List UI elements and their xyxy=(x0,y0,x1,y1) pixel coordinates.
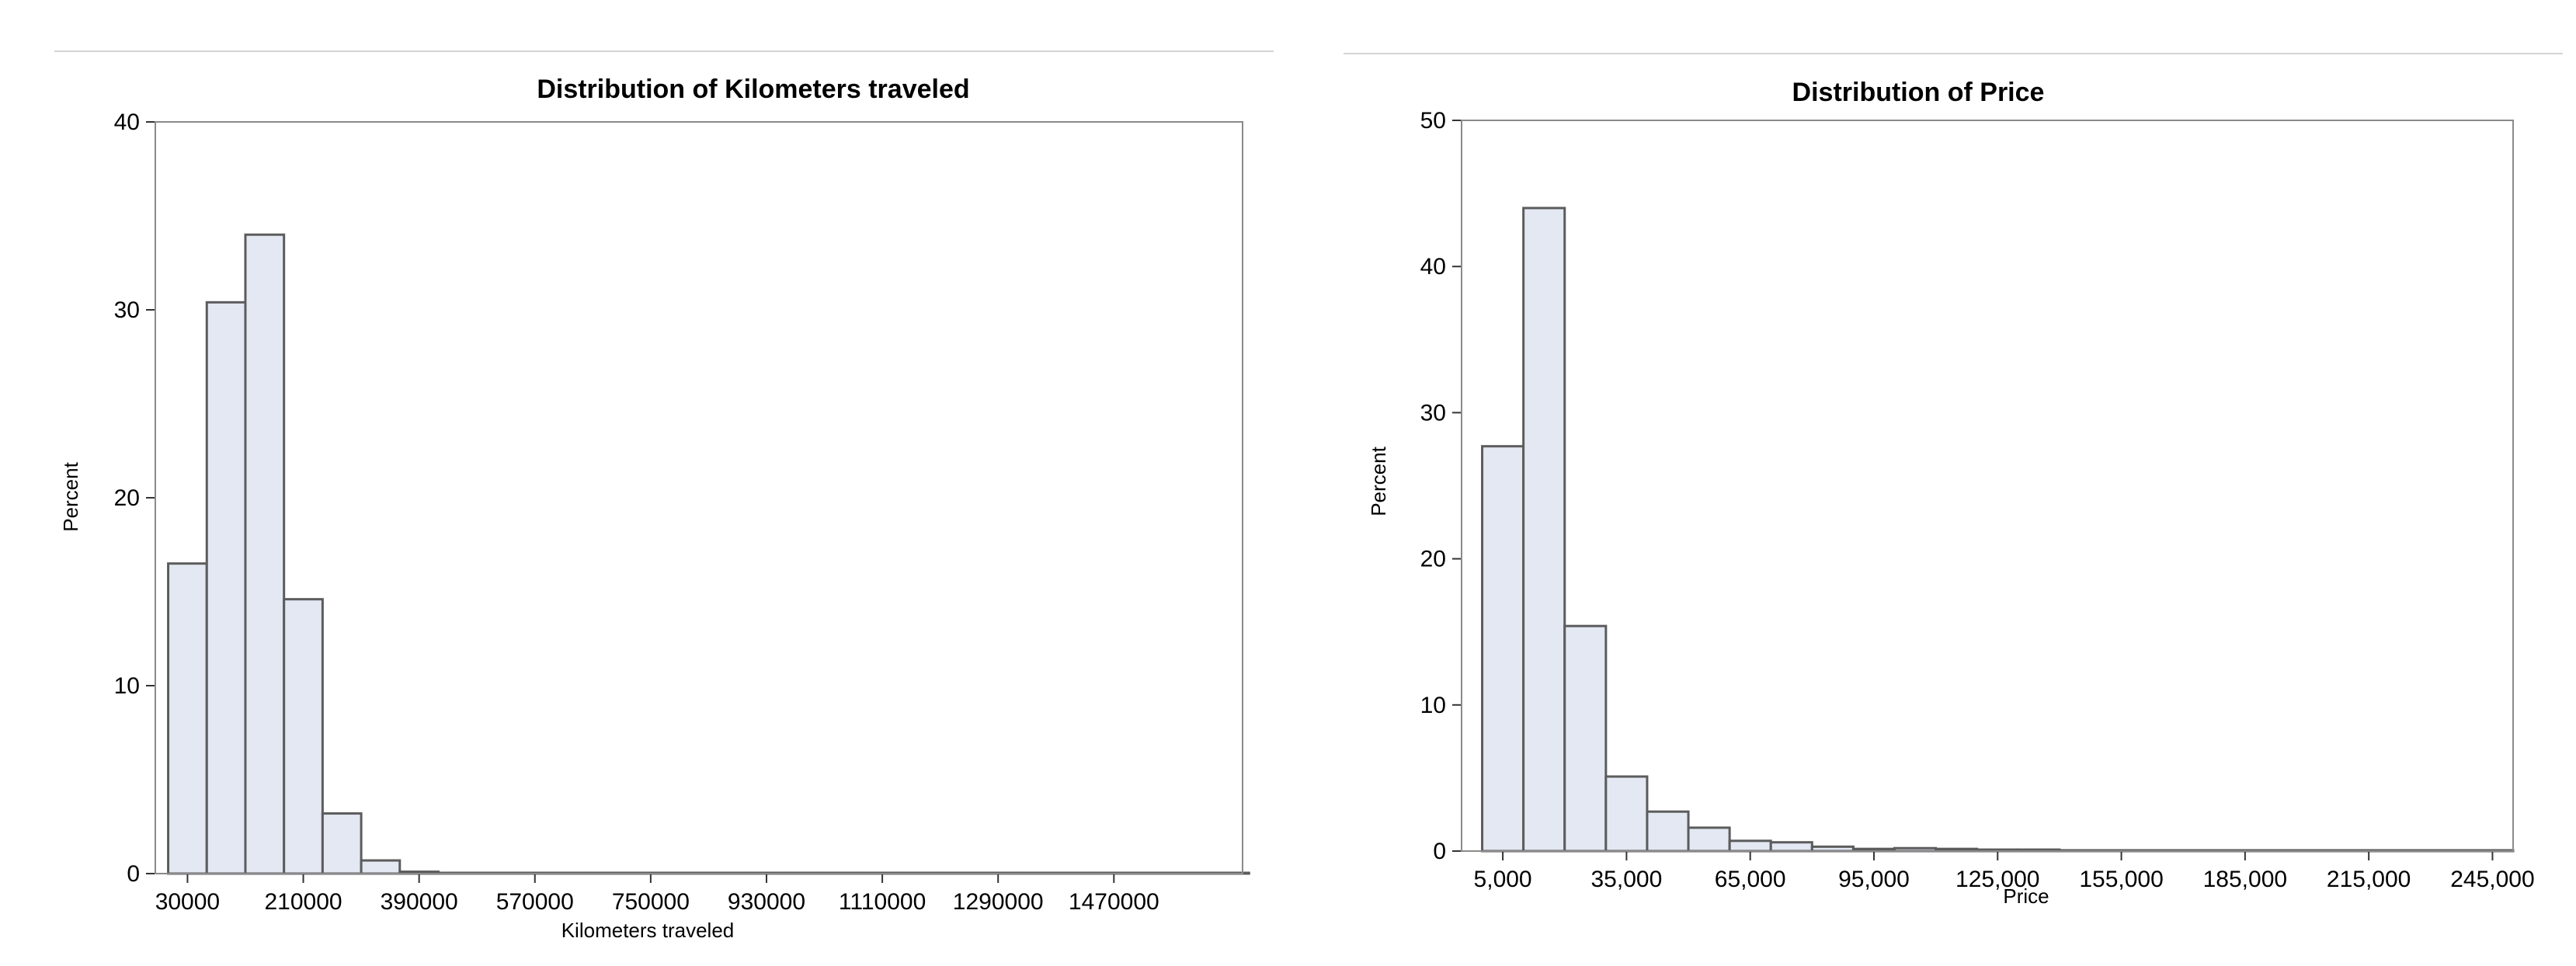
bars xyxy=(167,233,1250,875)
histogram-bar xyxy=(167,562,208,875)
y-axis: 0 10 20 30 40 50 xyxy=(1420,108,1462,864)
x-tick-label: 1470000 xyxy=(1069,889,1159,915)
histogram-bar xyxy=(283,598,324,875)
x-axis: 5,000 35,000 65,000 95,000 125,000 155,000 185… xyxy=(1474,851,2535,892)
x-axis-title: Kilometers traveled xyxy=(561,919,735,942)
y-tick-label: 40 xyxy=(1420,254,1446,280)
x-tick-label: 210000 xyxy=(264,889,342,915)
histogram-bar xyxy=(1687,826,1731,853)
x-tick-label: 245,000 xyxy=(2450,867,2534,892)
x-tick-label: 35,000 xyxy=(1591,867,1663,892)
histogram-bar xyxy=(1769,841,1813,853)
y-axis-title: Percent xyxy=(1367,446,1390,516)
bars xyxy=(1481,207,2515,853)
x-tick-label: 95,000 xyxy=(1838,867,1910,892)
histogram-bar xyxy=(1563,624,1608,853)
plot-frame xyxy=(155,121,1243,874)
y-axis-title: Percent xyxy=(59,461,82,531)
chart-panel-price: Distribution of Price Percent Price 0 10 2… xyxy=(1320,0,2576,966)
histogram-bar xyxy=(1481,445,1525,853)
y-tick-label: 50 xyxy=(1420,108,1446,134)
x-tick-label: 30000 xyxy=(155,889,220,915)
x-axis-title: Price xyxy=(2003,884,2049,908)
y-tick-label: 10 xyxy=(114,673,140,699)
chart-title: Distribution of Kilometers traveled xyxy=(537,75,969,104)
x-tick-label: 750000 xyxy=(612,889,690,915)
histogram-bar xyxy=(205,301,247,875)
histogram-bar xyxy=(1646,810,1690,853)
y-tick-label: 0 xyxy=(1433,839,1446,864)
histogram-bar xyxy=(1522,207,1566,853)
top-divider xyxy=(54,50,1274,52)
x-axis: 30000 210000 390000 570000 750000 930000 11100… xyxy=(155,874,1159,915)
histogram-bar xyxy=(244,233,286,875)
x-tick-label: 5,000 xyxy=(1474,867,1532,892)
y-tick-label: 0 xyxy=(127,861,140,887)
x-tick-label: 185,000 xyxy=(2203,867,2287,892)
x-tick-label: 155,000 xyxy=(2079,867,2163,892)
y-tick-label: 20 xyxy=(1420,547,1446,572)
y-tick-label: 30 xyxy=(114,297,140,323)
x-tick-label: 1290000 xyxy=(953,889,1044,915)
plot-frame xyxy=(1461,120,2514,852)
histogram-price: Distribution of Price Percent Price 0 10 2… xyxy=(1367,78,2535,908)
y-axis: 0 10 20 30 40 xyxy=(114,109,155,887)
y-tick-label: 10 xyxy=(1420,693,1446,718)
x-tick-label: 215,000 xyxy=(2327,867,2411,892)
histogram-bar xyxy=(360,859,402,875)
histogram-bar xyxy=(321,812,363,875)
x-tick-label: 125,000 xyxy=(1955,867,2039,892)
y-tick-label: 20 xyxy=(114,485,140,511)
x-tick-label: 930000 xyxy=(728,889,805,915)
chart-title: Distribution of Price xyxy=(1792,78,2045,107)
x-tick-label: 570000 xyxy=(496,889,574,915)
histogram-bar xyxy=(1604,775,1649,853)
x-tick-label: 390000 xyxy=(381,889,458,915)
y-tick-label: 30 xyxy=(1420,400,1446,426)
histogram-kilometers: Distribution of Kilometers traveled Perc… xyxy=(59,75,1250,942)
histogram-bar xyxy=(1728,839,1772,853)
x-tick-label: 1110000 xyxy=(839,889,926,915)
y-tick-label: 40 xyxy=(114,109,140,135)
chart-panel-kilometers: Distribution of Kilometers traveled Perc… xyxy=(54,50,1274,942)
top-divider xyxy=(1344,53,2563,54)
x-tick-label: 65,000 xyxy=(1715,867,1786,892)
